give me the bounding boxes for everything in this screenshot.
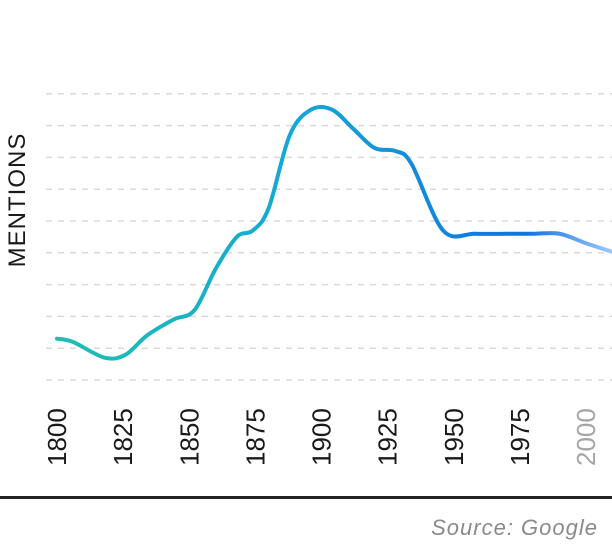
x-tick-label: 1925	[373, 408, 403, 466]
x-tick-label: 1875	[240, 408, 270, 466]
chart: 1800 1825 1850 1875 1900 1925 1950 1975 2000	[42, 93, 612, 466]
x-tick-labels: 1800 1825 1850 1875 1900 1925 1950 1975 2000	[42, 408, 601, 466]
x-tick-label: 1975	[505, 408, 535, 466]
bottom-rule	[0, 496, 612, 499]
x-tick-label: 1800	[42, 408, 72, 466]
series-line	[55, 104, 612, 361]
x-tick-label: 1900	[307, 408, 337, 466]
source-note: Source: Google	[431, 515, 598, 540]
gridlines	[46, 93, 612, 381]
x-tick-label: 1950	[439, 408, 469, 466]
x-tick-label: 2000	[571, 408, 601, 466]
y-axis-label: MENTIONS	[4, 132, 31, 268]
x-tick-label: 1850	[174, 408, 204, 466]
x-tick-label: 1825	[108, 408, 138, 466]
